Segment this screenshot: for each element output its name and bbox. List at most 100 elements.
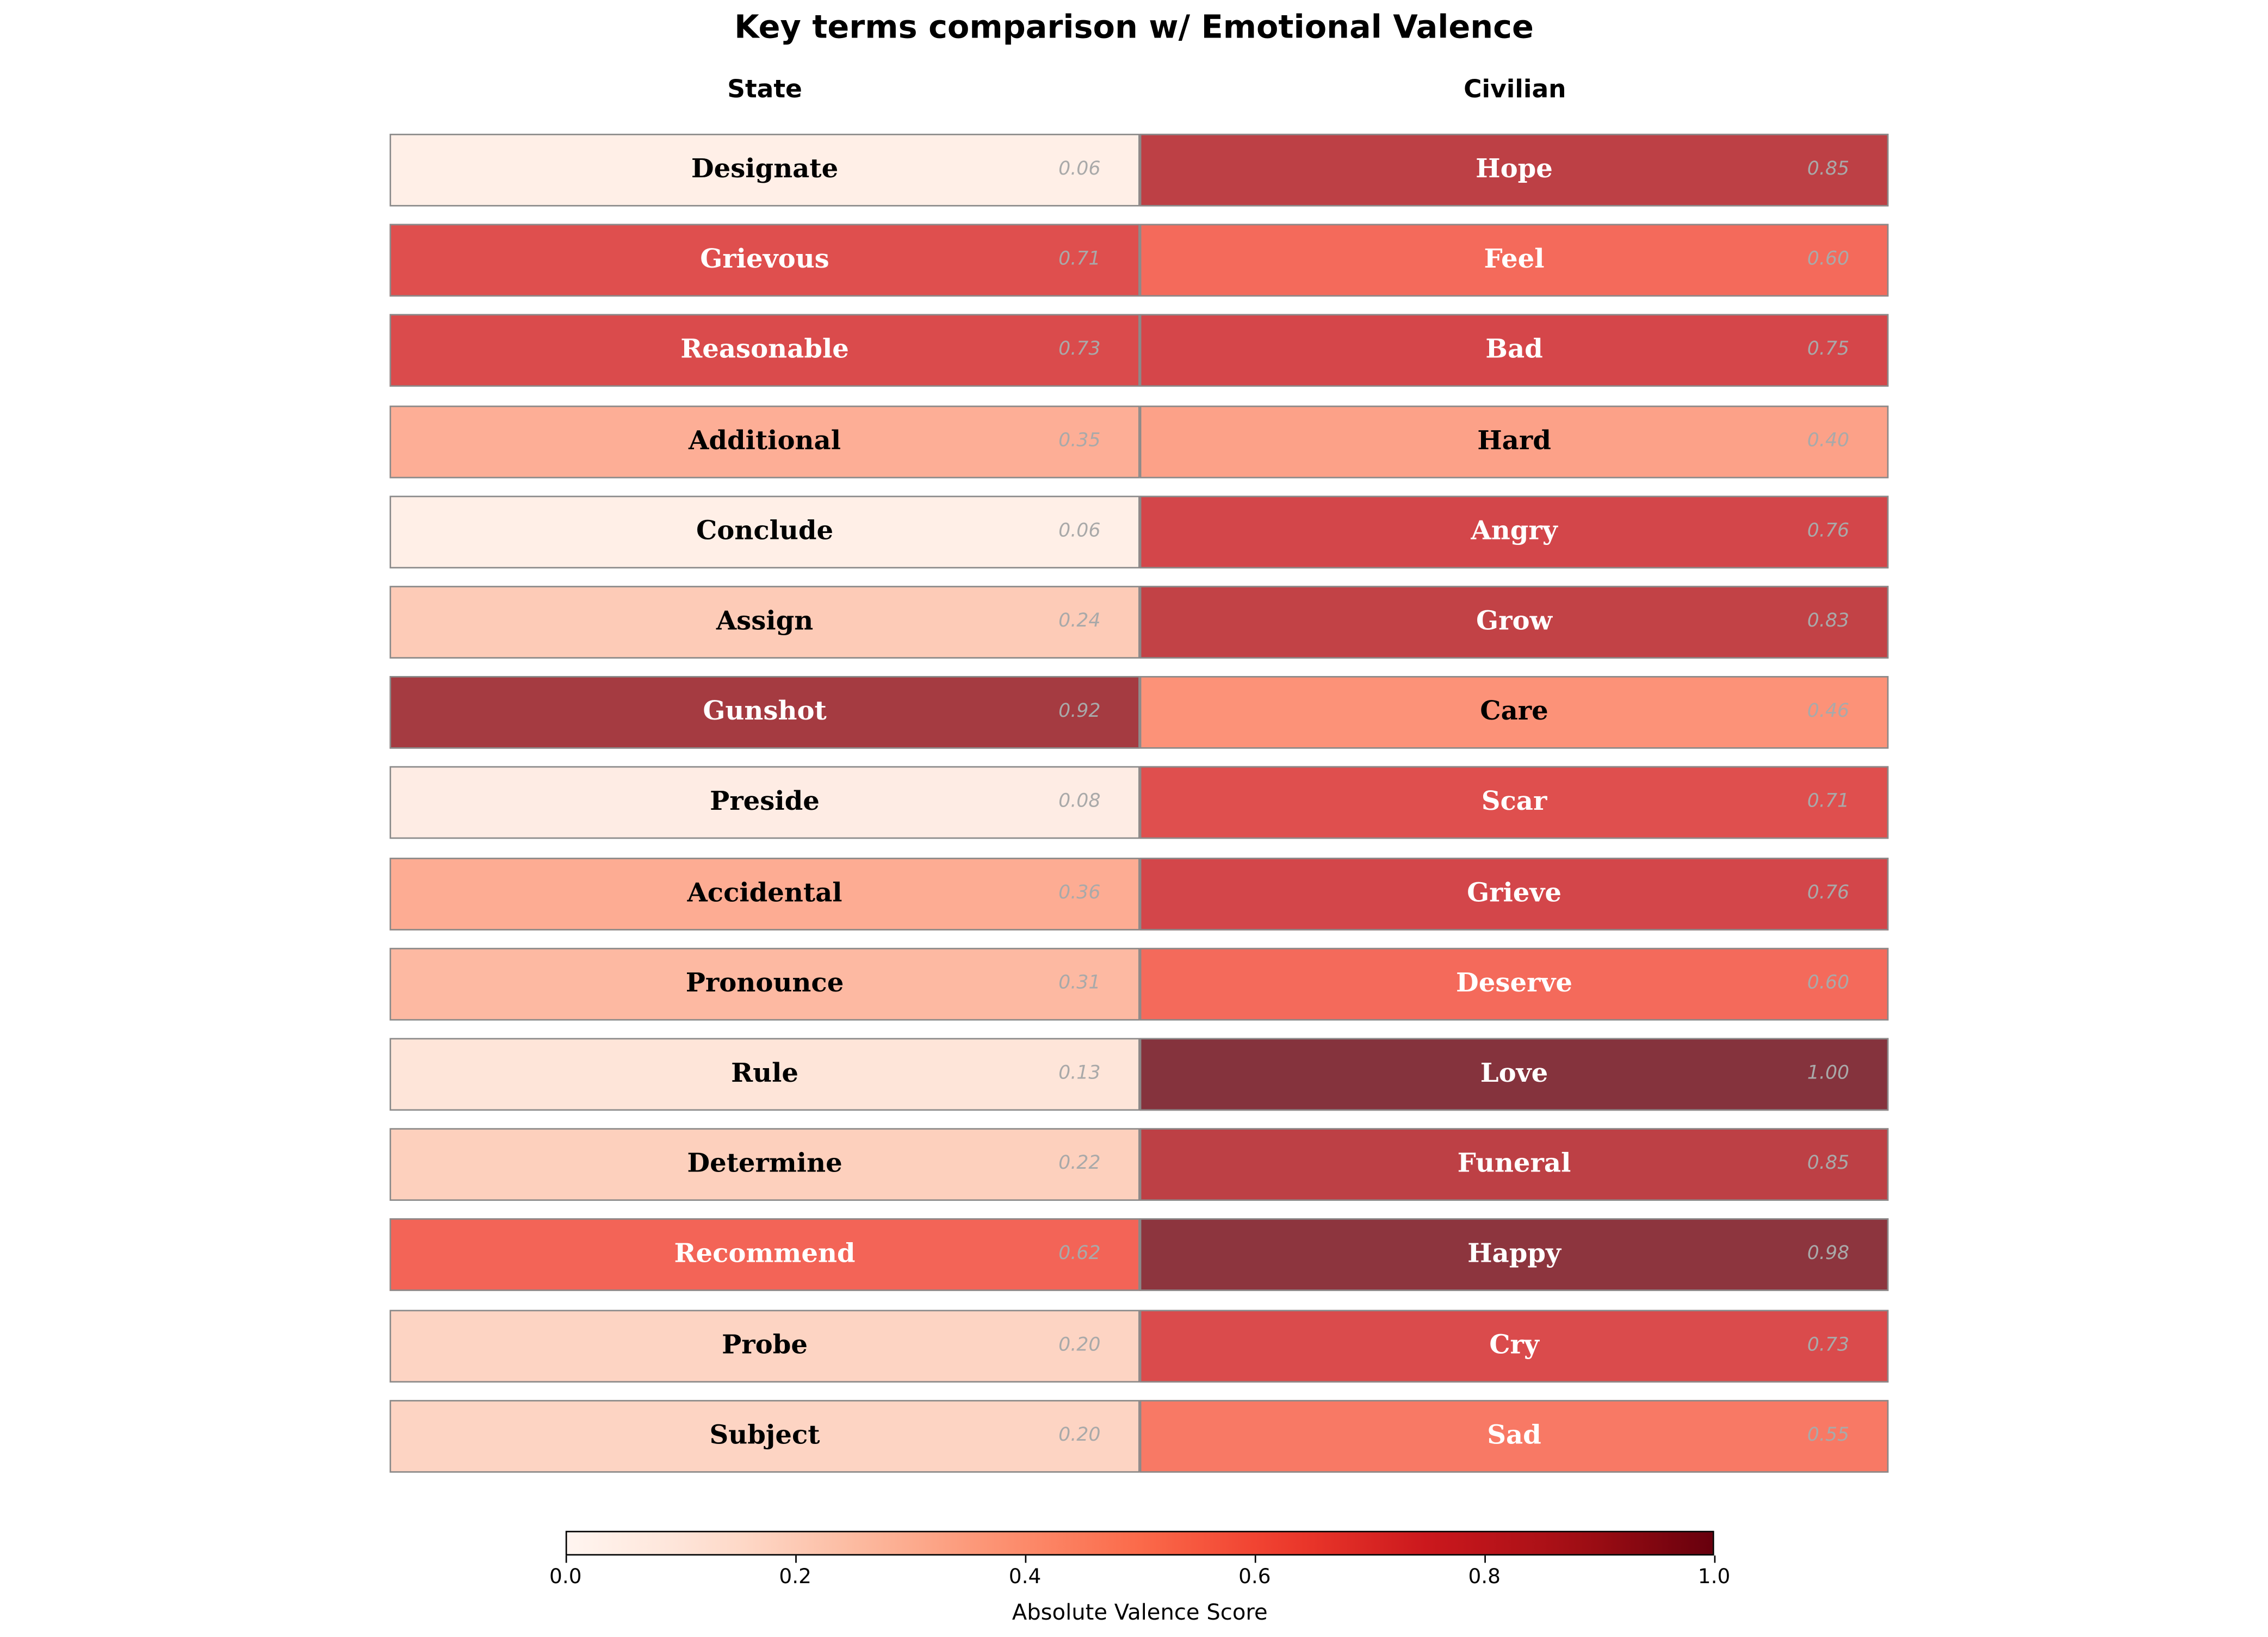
value-label: 1.00 bbox=[1807, 1063, 1850, 1085]
colorbar-tick bbox=[1484, 1555, 1486, 1563]
heatmap-cell: Grow 0.83 bbox=[1139, 586, 1889, 659]
heatmap-cell: Designate 0.06 bbox=[389, 133, 1140, 207]
heatmap-cell: Determine 0.22 bbox=[389, 1128, 1140, 1201]
value-label: 0.22 bbox=[1058, 1153, 1101, 1175]
term-label: Deserve bbox=[1456, 968, 1572, 999]
colorbar-label: Absolute Valence Score bbox=[1012, 1599, 1268, 1626]
colorbar-tick bbox=[565, 1555, 567, 1563]
value-label: 0.83 bbox=[1807, 610, 1850, 633]
term-label: Sad bbox=[1487, 1420, 1541, 1451]
term-label: Pronounce bbox=[685, 968, 844, 999]
value-label: 0.60 bbox=[1807, 249, 1850, 271]
chart-title: Key terms comparison w/ Emotional Valenc… bbox=[734, 10, 1534, 47]
term-label: Additional bbox=[689, 425, 841, 456]
value-label: 0.46 bbox=[1807, 700, 1850, 723]
colorbar-tick-label: 0.6 bbox=[1238, 1565, 1271, 1589]
heatmap-cell: Angry 0.76 bbox=[1139, 495, 1889, 568]
colorbar-tick bbox=[1254, 1555, 1256, 1563]
heatmap-cell: Assign 0.24 bbox=[389, 586, 1140, 659]
term-label: Designate bbox=[691, 154, 839, 185]
term-label: Grieve bbox=[1467, 877, 1561, 908]
colorbar-tick-label: 1.0 bbox=[1697, 1565, 1731, 1589]
heatmap-cell: Bad 0.75 bbox=[1139, 314, 1889, 388]
heatmap-cell: Sad 0.55 bbox=[1139, 1399, 1889, 1473]
term-label: Grievous bbox=[700, 244, 829, 275]
term-label: Conclude bbox=[696, 516, 834, 547]
term-label: Funeral bbox=[1457, 1149, 1571, 1180]
term-label: Rule bbox=[731, 1058, 798, 1089]
term-label: Happy bbox=[1467, 1239, 1561, 1270]
value-label: 0.20 bbox=[1058, 1334, 1101, 1356]
term-label: Cry bbox=[1489, 1329, 1539, 1360]
value-label: 0.55 bbox=[1807, 1424, 1850, 1447]
term-label: Gunshot bbox=[703, 696, 827, 728]
heatmap-cell: Rule 0.13 bbox=[389, 1038, 1140, 1111]
heatmap-cell: Grieve 0.76 bbox=[1139, 857, 1889, 930]
value-label: 0.31 bbox=[1058, 972, 1101, 994]
value-label: 0.13 bbox=[1058, 1063, 1101, 1085]
term-label: Bad bbox=[1485, 334, 1543, 365]
colorbar-tick-label: 0.4 bbox=[1008, 1565, 1042, 1589]
value-label: 0.06 bbox=[1058, 520, 1101, 542]
term-label: Hard bbox=[1477, 425, 1551, 456]
value-label: 0.20 bbox=[1058, 1424, 1101, 1447]
value-label: 0.73 bbox=[1807, 1334, 1850, 1356]
heatmap-cell: Deserve 0.60 bbox=[1139, 947, 1889, 1020]
heatmap-cell: Pronounce 0.31 bbox=[389, 947, 1140, 1020]
heatmap-cell: Probe 0.20 bbox=[389, 1309, 1140, 1382]
term-label: Assign bbox=[716, 606, 814, 637]
heatmap-cell: Accidental 0.36 bbox=[389, 857, 1140, 930]
value-label: 0.76 bbox=[1807, 882, 1850, 904]
value-label: 0.73 bbox=[1058, 339, 1101, 361]
colorbar-tick bbox=[1714, 1555, 1716, 1563]
heatmap-cell: Hope 0.85 bbox=[1139, 133, 1889, 207]
value-label: 0.36 bbox=[1058, 882, 1101, 904]
heatmap-cell: Gunshot 0.92 bbox=[389, 676, 1140, 749]
colorbar bbox=[565, 1530, 1714, 1556]
heatmap-cell: Additional 0.35 bbox=[389, 405, 1140, 478]
heatmap-cell: Subject 0.20 bbox=[389, 1399, 1140, 1473]
heatmap-cell: Cry 0.73 bbox=[1139, 1309, 1889, 1382]
term-label: Determine bbox=[687, 1149, 842, 1180]
heatmap-cell: Scar 0.71 bbox=[1139, 766, 1889, 840]
heatmap-cell: Happy 0.98 bbox=[1139, 1219, 1889, 1292]
value-label: 0.06 bbox=[1058, 158, 1101, 181]
heatmap-cell: Love 1.00 bbox=[1139, 1038, 1889, 1111]
term-label: Hope bbox=[1476, 154, 1553, 185]
colorbar-tick-label: 0.0 bbox=[549, 1565, 582, 1589]
colorbar-tick bbox=[1025, 1555, 1027, 1563]
column-header-civilian: Civilian bbox=[1464, 76, 1566, 105]
value-label: 0.24 bbox=[1058, 610, 1101, 633]
heatmap-cell: Preside 0.08 bbox=[389, 766, 1140, 840]
value-label: 0.92 bbox=[1058, 700, 1101, 723]
value-label: 0.60 bbox=[1807, 972, 1850, 994]
colorbar-tick bbox=[795, 1555, 797, 1563]
term-label: Reasonable bbox=[680, 334, 849, 365]
value-label: 0.40 bbox=[1807, 430, 1850, 452]
term-label: Feel bbox=[1484, 244, 1545, 275]
value-label: 0.85 bbox=[1807, 158, 1850, 181]
colorbar-tick-label: 0.8 bbox=[1468, 1565, 1501, 1589]
heatmap-cell: Conclude 0.06 bbox=[389, 495, 1140, 568]
heatmap-cell: Grievous 0.71 bbox=[389, 224, 1140, 297]
value-label: 0.62 bbox=[1058, 1243, 1101, 1266]
heatmap-cell: Hard 0.40 bbox=[1139, 405, 1889, 478]
value-label: 0.71 bbox=[1807, 791, 1850, 814]
value-label: 0.85 bbox=[1807, 1153, 1850, 1175]
value-label: 0.71 bbox=[1058, 249, 1101, 271]
heatmap-cell: Care 0.46 bbox=[1139, 676, 1889, 749]
term-label: Care bbox=[1480, 696, 1548, 728]
heatmap-cell: Reasonable 0.73 bbox=[389, 314, 1140, 388]
term-label: Grow bbox=[1476, 606, 1552, 637]
colorbar-tick-label: 0.2 bbox=[779, 1565, 811, 1589]
value-label: 0.08 bbox=[1058, 791, 1101, 814]
heatmap-cell: Funeral 0.85 bbox=[1139, 1128, 1889, 1201]
value-label: 0.75 bbox=[1807, 339, 1850, 361]
heatmap-cell: Recommend 0.62 bbox=[389, 1219, 1140, 1292]
value-label: 0.35 bbox=[1058, 430, 1101, 452]
term-label: Probe bbox=[722, 1329, 808, 1360]
term-label: Scar bbox=[1481, 787, 1547, 818]
column-header-state: State bbox=[727, 76, 802, 105]
term-label: Recommend bbox=[674, 1239, 856, 1270]
